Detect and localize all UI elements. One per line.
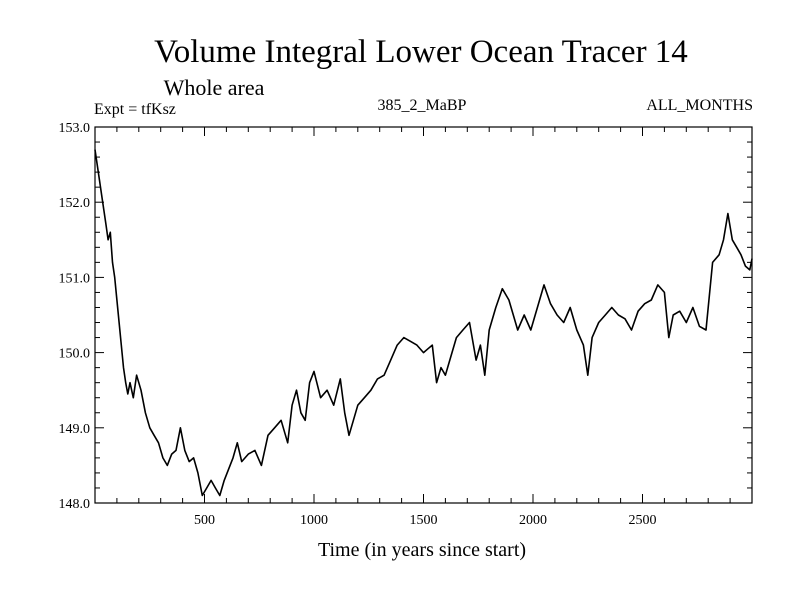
months-label: ALL_MONTHS [646,97,753,114]
axes: 500 1000 1500 2000 2500 148.0 149.0 150.0 151.0 1… [59,121,752,528]
x-tick-label: 2500 [629,513,657,528]
x-tick-label: 1500 [410,513,438,528]
plot-frame [94,126,753,504]
chart-subtitle: Whole area [164,75,265,100]
experiment-label: Expt = tfKsz [94,101,176,118]
series-line [94,149,753,497]
y-tick-label: 153.0 [59,121,91,136]
x-tick-label: 1000 [300,513,328,528]
chart-title: Volume Integral Lower Ocean Tracer 14 [154,34,688,70]
y-tick-label: 148.0 [59,497,91,512]
x-tick-label: 500 [194,513,215,528]
y-tick-label: 150.0 [59,347,91,362]
y-tick-label: 149.0 [59,422,91,437]
y-tick-label: 152.0 [59,196,91,211]
y-tick-label: 151.0 [59,271,91,286]
series-layer [94,149,753,497]
center-label: 385_2_MaBP [378,97,467,114]
x-axis-label: Time (in years since start) [318,539,526,561]
x-tick-label: 2000 [519,513,547,528]
